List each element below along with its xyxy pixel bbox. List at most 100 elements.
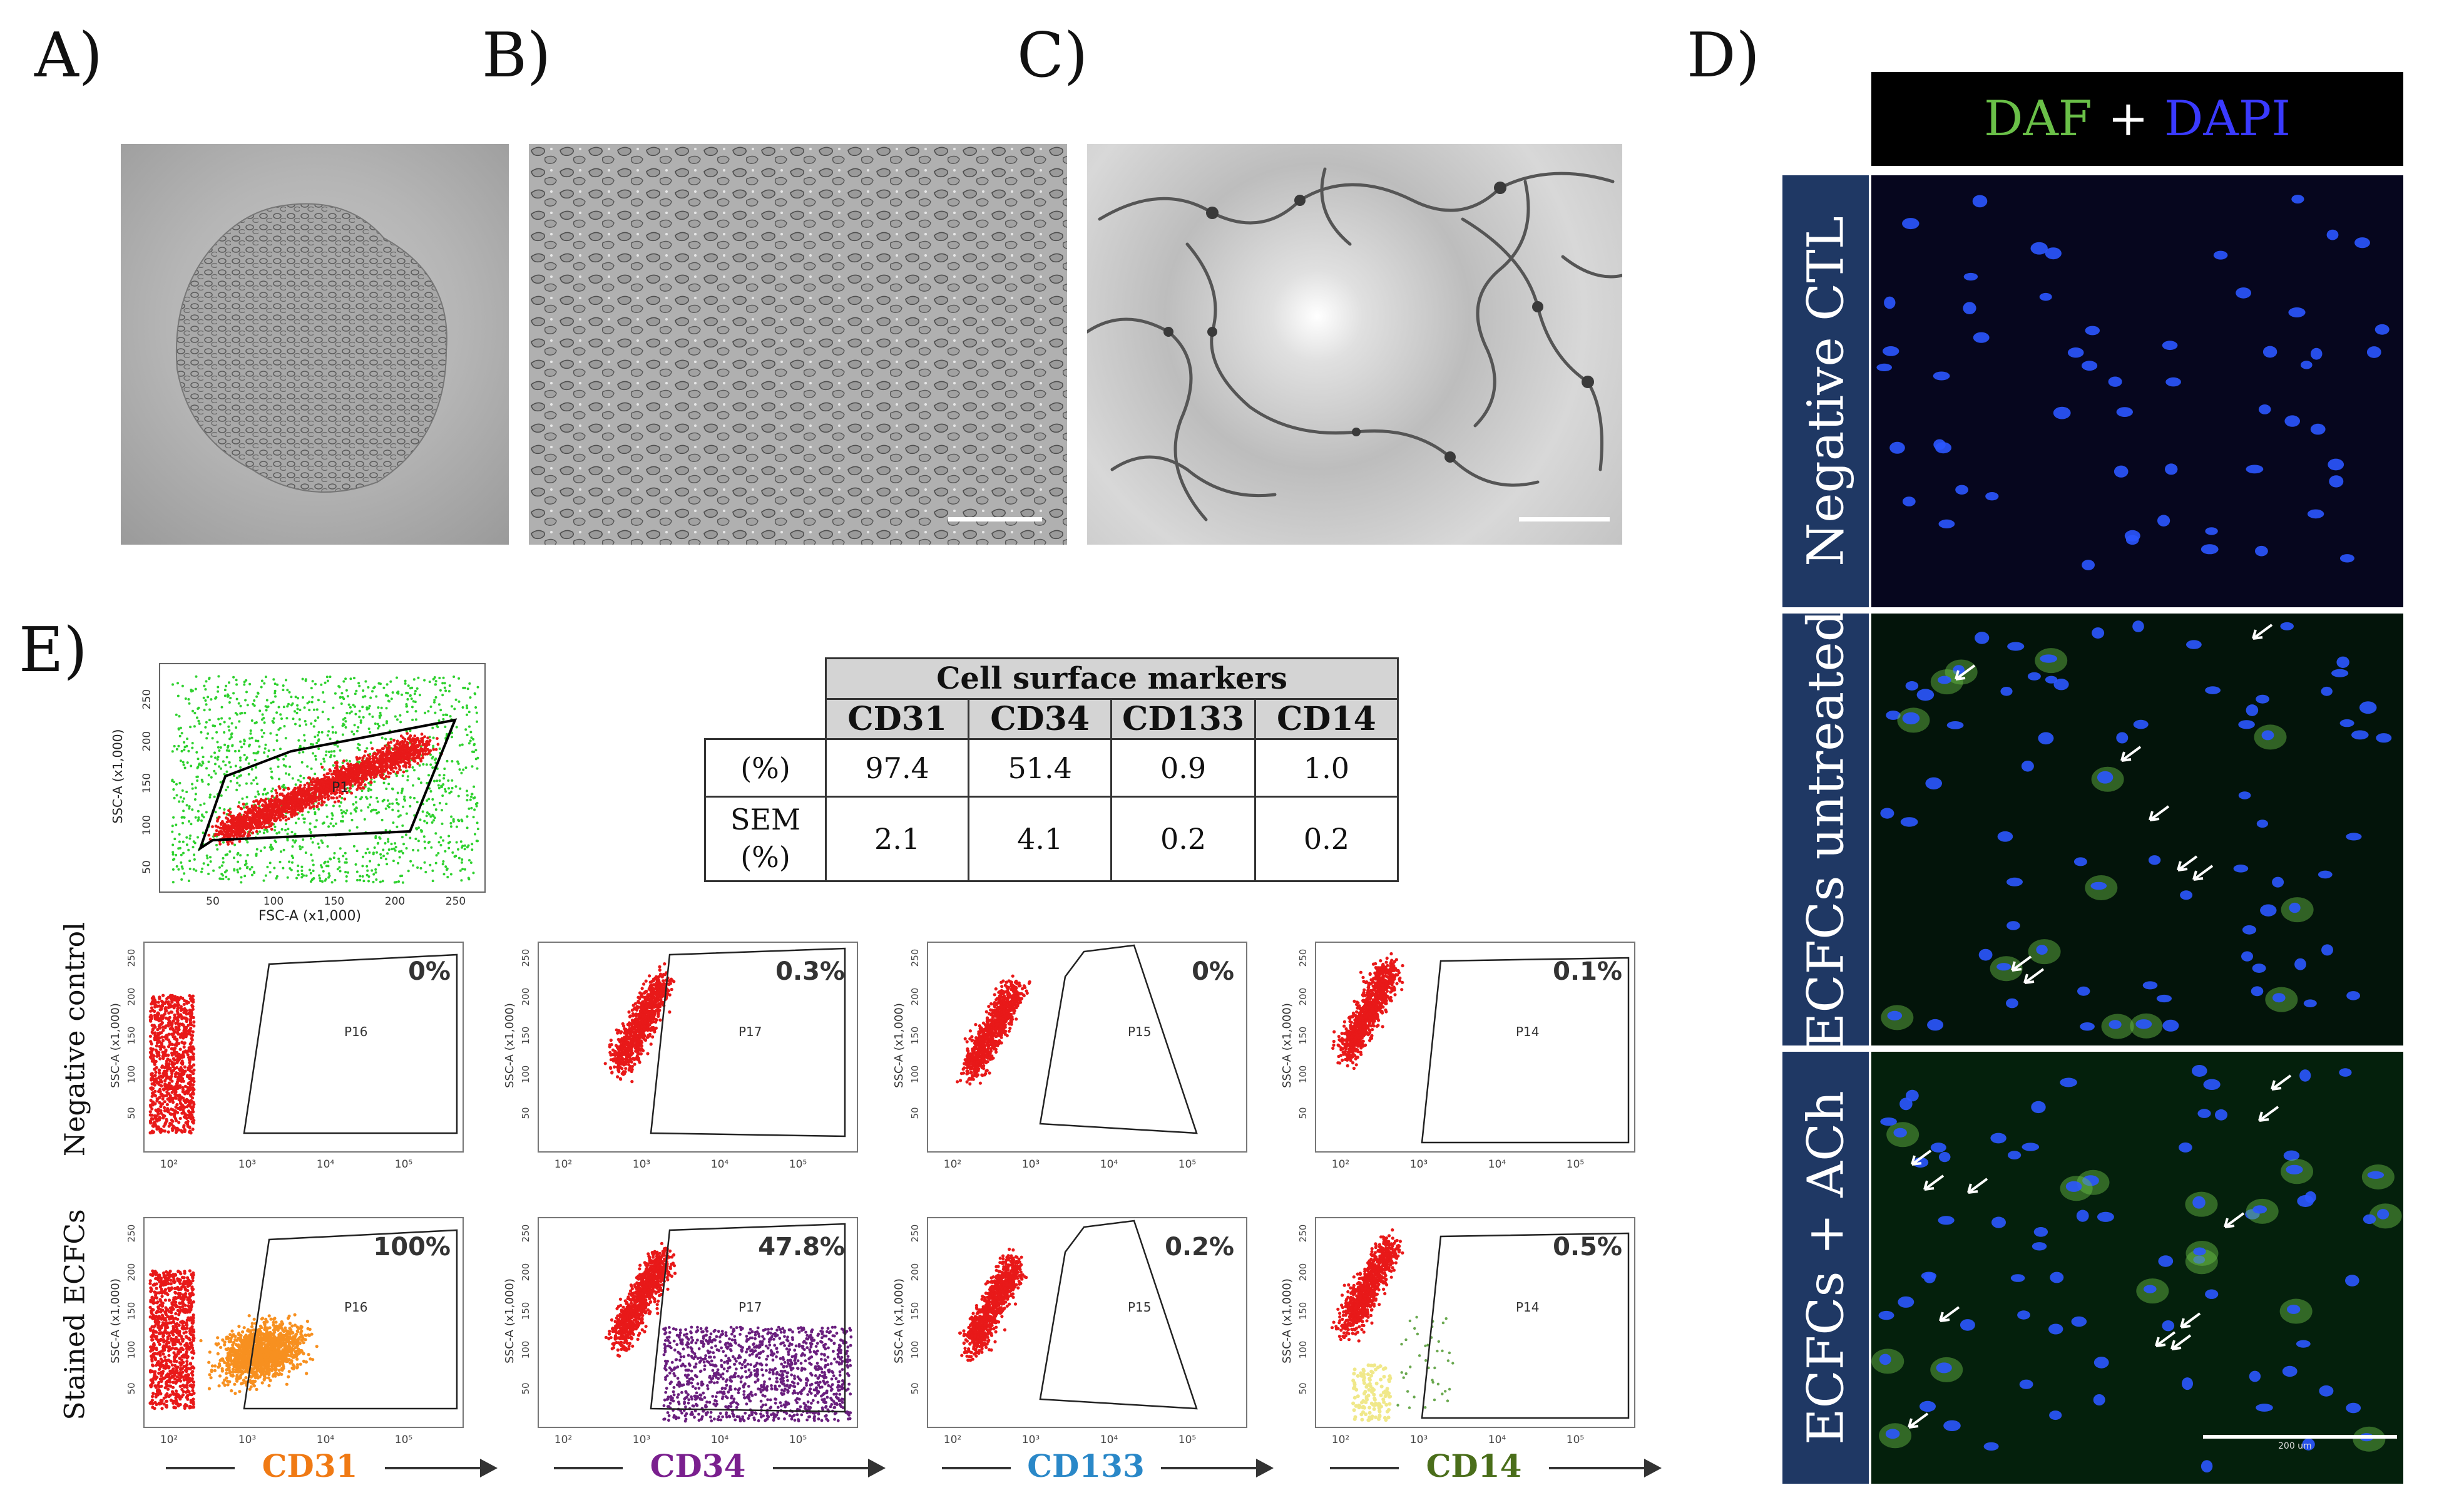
x-tick-label: 10³: [1022, 1158, 1040, 1171]
y-tick-label: 100: [1297, 1066, 1309, 1084]
arrow-head-icon: [1256, 1459, 1274, 1477]
arrow-icon: [2120, 746, 2142, 762]
markers-table: Cell surface markers CD31 CD34 CD133 CD1…: [703, 657, 1399, 882]
x-tick-label: 50: [206, 895, 220, 908]
y-tick-label: 150: [126, 1027, 137, 1045]
scale-bar-label: 200 um: [2278, 1441, 2312, 1451]
y-tick-label: 200: [909, 1263, 921, 1282]
y-tick-label: 50: [909, 1382, 921, 1394]
y-tick-label: 50: [520, 1107, 531, 1119]
arrow-icon: [2177, 855, 2198, 871]
panel-label-e: E): [19, 615, 88, 686]
x-tick-label: 10⁴: [1100, 1158, 1118, 1171]
arrow-icon: [1939, 1306, 1960, 1322]
gate-label: P1: [332, 780, 349, 796]
x-tick-label: 10²: [1332, 1434, 1349, 1446]
y-tick-label: 150: [1297, 1302, 1309, 1320]
flow-plot-svg: 0% P15 250 200 150 100 50 SSC-A (x1,000) 10² 10³ 1…: [892, 942, 1247, 1171]
x-tick-label: 10⁵: [1178, 1158, 1196, 1171]
micrograph-tube-formation: [1087, 144, 1622, 545]
event-dots: [604, 1241, 853, 1423]
gate-polygon: [650, 947, 846, 1138]
y-axis-label: SSC-A (x1,000): [892, 1278, 906, 1364]
colony-cells-svg: [175, 203, 447, 493]
gate-percent: 100%: [373, 1233, 451, 1261]
table-corner: [705, 659, 826, 699]
y-tick-label: 100: [1297, 1341, 1309, 1359]
x-tick-label: 10²: [944, 1434, 961, 1446]
y-axis-label: SSC-A (x1,000): [109, 1278, 122, 1364]
arrow-icon: [2271, 1074, 2292, 1091]
flow-plot-stained-cd133: 0.2% P15 250 200 150 100 50 SSC-A (x1,000) 10² 10…: [890, 1202, 1259, 1459]
nuclei-layer: [1880, 620, 2392, 1039]
event-dots: [958, 1247, 1028, 1362]
y-tick-label: 150: [1297, 1027, 1309, 1045]
gate-percent: 0%: [408, 957, 451, 986]
x-tick-label: 10⁵: [395, 1158, 412, 1171]
y-tick-label: 250: [909, 1225, 921, 1243]
daf-label: DAF: [1983, 91, 2092, 147]
gate-percent: 0.2%: [1165, 1233, 1234, 1261]
x-tick-label: 10³: [1410, 1158, 1428, 1171]
y-tick-label: 150: [520, 1302, 531, 1320]
flow-plot-stained-cd31: 100% P16 250 200 150 100 50 SSC-A (x1,000) 10² 10…: [106, 1202, 476, 1459]
panel-label-b: B): [482, 20, 551, 91]
row-label-text: Negative CTL: [1796, 216, 1855, 567]
flow-plot-negative-cd14: 0.1% P14 250 200 150 100 50 SSC-A (x1,000) 10² 10…: [1278, 927, 1647, 1183]
x-tick-label: 10⁴: [1488, 1434, 1506, 1446]
y-tick-label: 100: [909, 1066, 921, 1084]
y-axis-label: SSC-A (x1,000): [503, 1003, 516, 1088]
row-label-text: ECFCs untreated: [1796, 614, 1855, 1045]
table-cell: 0.2: [1254, 796, 1399, 882]
x-tick-label: 10⁴: [1488, 1158, 1506, 1171]
y-tick-label: 100: [520, 1341, 531, 1359]
y-tick-label: 250: [1297, 949, 1309, 967]
y-axis-label: SSC-A (x1,000): [503, 1278, 516, 1364]
y-tick-label: 100: [520, 1066, 531, 1084]
x-tick-label: 10²: [1332, 1158, 1349, 1171]
x-tick-label: 10²: [555, 1434, 572, 1446]
x-tick-label: 10⁵: [1567, 1434, 1584, 1446]
table-corner: [705, 699, 827, 739]
fluorescence-image-untreated: [1871, 614, 2403, 1045]
y-tick-label: 100: [126, 1341, 137, 1359]
x-tick-label: 10²: [160, 1434, 178, 1446]
y-tick-label: 50: [1297, 1382, 1309, 1394]
nuclei-layer: [1876, 195, 2390, 570]
y-tick-label: 50: [1297, 1107, 1309, 1119]
flow-plot-negative-cd31: 0% P16 250 200 150 100 50 SSC-A (x1,000) 10² 10³ 1…: [106, 927, 476, 1183]
x-tick-label: 10²: [944, 1158, 961, 1171]
y-tick-label: 200: [520, 988, 531, 1006]
dapi-label: DAPI: [2164, 91, 2291, 147]
y-tick-label: 250: [141, 689, 153, 709]
y-tick-label: 200: [126, 1263, 137, 1282]
marker-label-cd34: CD34: [623, 1447, 773, 1484]
y-tick-label: 250: [520, 1225, 531, 1243]
x-tick-label: 200: [385, 895, 405, 908]
flow-plot-svg: 0% P16 250 200 150 100 50 SSC-A (x1,000) 10² 10³ 1…: [109, 942, 464, 1171]
y-tick-label: 250: [126, 949, 137, 967]
flow-plot-svg: 0.3% P17 250 200 150 100 50 SSC-A (x1,000) 10² 10…: [503, 942, 858, 1171]
gate-percent: 0.1%: [1553, 957, 1622, 986]
gating-scatter-plot: P1 50 100 150 200 250 50 100 150 200 250 FSC-A (…: [97, 651, 498, 927]
y-axis-label: SSC-A (x1,000): [109, 1003, 122, 1088]
arrow-icon: [2155, 1331, 2176, 1347]
event-dots: [956, 974, 1031, 1086]
tube-network-svg: [1087, 167, 1622, 521]
x-tick-label: 10⁵: [789, 1434, 807, 1446]
table-col-header: CD31: [825, 698, 970, 740]
nuclei-layer: [1871, 1065, 2402, 1472]
table-row-label: SEM (%): [703, 796, 827, 882]
panel-label-a: A): [34, 20, 103, 91]
y-tick-label: 50: [126, 1382, 137, 1394]
marker-label-cd133: CD133: [1011, 1447, 1161, 1484]
gate-name: P17: [739, 1300, 762, 1315]
event-dots: [1330, 1228, 1454, 1422]
flow-plot-svg: 0.1% P14 250 200 150 100 50 SSC-A (x1,000) 10² 10…: [1281, 942, 1635, 1171]
monolayer-cells-svg: [529, 144, 1067, 545]
arrow-icon: [2224, 1212, 2245, 1228]
gate-percent: 0%: [1192, 957, 1234, 986]
fluorescence-image-negative: [1871, 175, 2403, 607]
arrow-icon: [1955, 664, 1976, 681]
row-label-stained-ecfcs: Stained ECFCs: [59, 1209, 91, 1420]
